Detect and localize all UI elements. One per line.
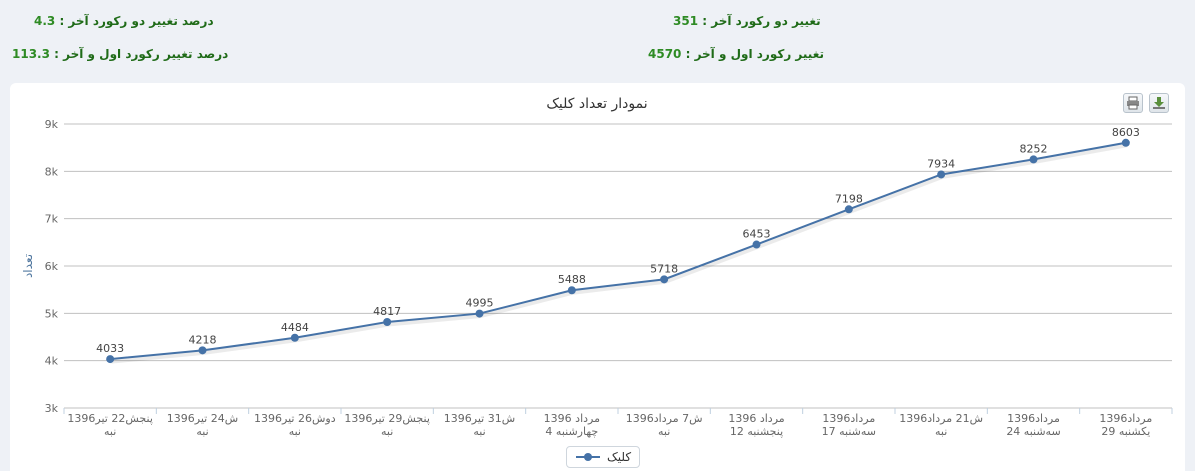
y-axis-label: تعداد: [21, 254, 35, 278]
legend-marker: [576, 453, 600, 461]
stat-label: تغییر رکورد اول و آخر :: [685, 47, 824, 61]
stat-last-two-change: تغییر دو رکورد آخر : 351: [673, 14, 821, 28]
x-tick-label: 1396ش24 تیر نبه: [167, 412, 238, 438]
data-label: 5488: [558, 273, 586, 286]
series-line-shadow: [110, 142, 1128, 364]
x-axis-ticks: 1396پنجش22 تیر نبه 1396ش24 تیر نبه 1396دوش26…: [63, 408, 1173, 438]
data-label: 5718: [650, 262, 678, 275]
x-tick-label: 1396پنجش29 تیر نبه: [344, 412, 429, 438]
line-chart: نمودار تعداد کلیک تعداد 3k 4k 5k 6k 7k 8k 9k 1…: [21, 96, 1173, 438]
x-tick-label: مرداد 1396 پنجشنبه 12: [728, 412, 784, 438]
data-point[interactable]: [475, 309, 484, 318]
data-point[interactable]: [383, 317, 392, 326]
data-point[interactable]: [290, 333, 299, 342]
data-point[interactable]: [937, 170, 946, 179]
series-click: 4033 4218 4484 4817 4995 5488 5718 6453 7198 7934…: [96, 126, 1140, 364]
y-axis-ticks: 3k 4k 5k 6k 7k 8k 9k: [45, 118, 59, 415]
x-tick-label: 1396مرداد سه‌شنبه 24: [1006, 412, 1060, 438]
chart-panel: نمودار تعداد کلیک تعداد 3k 4k 5k 6k 7k 8k 9k 1…: [10, 83, 1185, 471]
x-tick-label: 1396مرداد یکشنبه 29: [1099, 412, 1152, 438]
stat-value: 351: [673, 14, 699, 28]
stat-first-last-change: تغییر رکورد اول و آخر : 4570: [648, 47, 824, 61]
data-point[interactable]: [1121, 138, 1130, 147]
grid-lines: [64, 123, 1172, 409]
series-line: [110, 141, 1127, 361]
download-button[interactable]: [1149, 93, 1169, 113]
data-label: 4817: [373, 305, 401, 318]
x-tick-label: 1396پنجش22 تیر نبه: [67, 412, 152, 438]
data-point[interactable]: [198, 346, 207, 355]
y-tick-label: 9k: [45, 118, 59, 131]
chart-title: نمودار تعداد کلیک: [546, 96, 647, 112]
y-tick-label: 7k: [45, 213, 59, 226]
stat-label: درصد تغییر رکورد اول و آخر :: [54, 47, 229, 61]
stat-value: 4570: [648, 47, 682, 61]
y-tick-label: 6k: [45, 260, 59, 273]
stat-value: 113.3: [12, 47, 50, 61]
x-tick-label: 1396مرداد سه‌شنبه 17: [822, 412, 876, 438]
data-label: 4033: [96, 342, 124, 355]
stat-value: 4.3: [34, 14, 56, 28]
data-label: 7934: [927, 157, 955, 170]
data-label: 4995: [466, 297, 494, 310]
x-tick-label: 1396ش21 مرداد نبه: [899, 412, 983, 438]
x-tick-label: مرداد 1396 چهارشنبه 4: [544, 412, 600, 438]
data-point[interactable]: [567, 286, 576, 295]
y-tick-label: 5k: [45, 307, 59, 320]
stat-last-two-percent: درصد تغییر دو رکورد آخر : 4.3: [34, 14, 214, 28]
printer-icon: [1127, 96, 1139, 110]
stat-label: درصد تغییر دو رکورد آخر :: [59, 14, 214, 28]
data-point[interactable]: [1029, 155, 1038, 164]
stat-label: تغییر دو رکورد آخر :: [702, 14, 821, 28]
x-tick-label: 1396ش7 مرداد نبه: [626, 412, 703, 438]
data-point[interactable]: [844, 205, 853, 214]
legend-label: کلیک: [607, 450, 632, 464]
print-button[interactable]: [1123, 93, 1143, 113]
x-tick-label: 1396ش31 تیر نبه: [444, 412, 515, 438]
data-label: 8252: [1020, 142, 1048, 155]
y-tick-label: 4k: [45, 355, 59, 368]
y-tick-label: 8k: [45, 165, 59, 178]
x-tick-label: 1396دوش26 تیر نبه: [254, 412, 336, 438]
y-tick-label: 3k: [45, 402, 59, 415]
download-icon: [1153, 97, 1165, 109]
chart-legend[interactable]: کلیک: [566, 446, 641, 468]
data-label: 7198: [835, 192, 863, 205]
data-label: 4484: [281, 321, 309, 334]
data-point[interactable]: [106, 355, 115, 364]
data-label: 4218: [189, 333, 217, 346]
data-point[interactable]: [752, 240, 761, 249]
stat-first-last-percent: درصد تغییر رکورد اول و آخر : 113.3: [12, 47, 228, 61]
data-label: 6453: [743, 228, 771, 241]
data-point[interactable]: [660, 275, 669, 284]
data-label: 8603: [1112, 126, 1140, 139]
